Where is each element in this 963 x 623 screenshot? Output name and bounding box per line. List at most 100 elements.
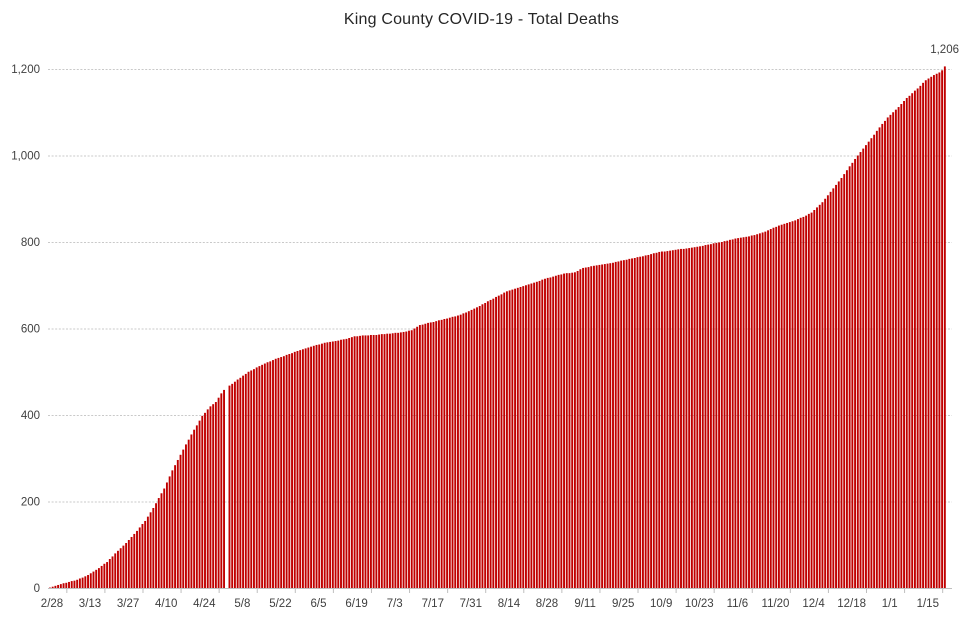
bar: [160, 493, 163, 588]
x-tick-label: 4/10: [155, 598, 177, 610]
bar: [389, 333, 391, 588]
bar: [68, 581, 70, 588]
bar: [753, 235, 756, 588]
bar: [625, 259, 628, 588]
bar: [546, 277, 549, 588]
bar: [563, 273, 565, 588]
bar: [579, 269, 582, 588]
bar: [348, 338, 351, 588]
y-tick-label: 200: [21, 497, 40, 509]
bar: [293, 351, 296, 588]
bar: [731, 239, 734, 588]
bar: [378, 334, 381, 588]
x-tick-label: 6/19: [345, 598, 367, 610]
bar: [261, 364, 264, 588]
bar: [661, 251, 663, 588]
y-tick-label: 600: [21, 324, 40, 336]
bar: [797, 219, 799, 588]
bar: [429, 322, 432, 588]
bar: [704, 245, 707, 588]
bar: [892, 112, 895, 588]
bar: [152, 507, 155, 588]
bar: [155, 503, 157, 588]
bar: [89, 573, 92, 588]
bar: [321, 343, 323, 588]
x-tick-label: 1/1: [882, 598, 898, 610]
bar: [584, 267, 587, 588]
bar: [739, 237, 742, 589]
bar: [424, 323, 427, 588]
bar: [187, 439, 190, 588]
bar: [106, 562, 109, 588]
bar: [805, 215, 808, 588]
x-tick-label: 3/27: [117, 598, 139, 610]
bar: [748, 236, 750, 588]
bar: [783, 223, 786, 588]
bar: [709, 244, 712, 588]
bar: [454, 316, 457, 588]
x-tick-label: 8/14: [498, 598, 521, 610]
bar: [843, 174, 846, 588]
bar: [410, 330, 413, 588]
bar: [897, 107, 900, 588]
bar: [873, 134, 876, 589]
bar: [421, 324, 424, 588]
bar: [663, 251, 666, 588]
x-tick-label: 7/3: [387, 598, 403, 610]
bar: [720, 242, 723, 588]
bar: [919, 85, 922, 589]
bar: [92, 571, 95, 588]
bar: [329, 341, 332, 588]
bar: [296, 350, 299, 588]
bar: [764, 231, 767, 588]
bar: [930, 76, 933, 588]
y-tick-label: 0: [34, 583, 40, 595]
bar: [114, 553, 117, 588]
bar: [674, 249, 677, 589]
bar: [943, 66, 946, 588]
bar: [505, 291, 508, 588]
bar: [282, 356, 285, 588]
x-tick-label: 9/11: [574, 598, 596, 610]
bar: [856, 155, 859, 588]
bar: [133, 533, 136, 588]
x-tick-label: 1/15: [917, 598, 939, 610]
bar: [832, 188, 835, 588]
bar: [614, 261, 617, 588]
bar: [848, 166, 851, 588]
bar: [342, 339, 345, 588]
bar: [767, 230, 769, 588]
x-tick-label: 12/4: [802, 598, 825, 610]
x-tick-label: 9/25: [612, 598, 634, 610]
bar: [62, 583, 65, 588]
bar: [816, 207, 818, 588]
bar: [756, 234, 759, 588]
bar: [525, 285, 527, 588]
bar: [437, 320, 440, 588]
bar: [639, 256, 642, 588]
bar: [198, 420, 201, 588]
bar: [223, 389, 225, 588]
bar: [304, 348, 307, 588]
bar: [269, 361, 272, 588]
x-tick-label: 10/23: [685, 598, 714, 610]
bar: [144, 520, 147, 588]
y-tick-label: 1,000: [11, 151, 40, 163]
bar: [467, 311, 470, 588]
bar: [889, 114, 892, 588]
bar: [875, 130, 878, 588]
bar: [470, 309, 473, 588]
bar: [870, 138, 873, 588]
bar: [334, 341, 337, 588]
bar: [359, 335, 361, 588]
x-tick-label: 5/8: [234, 598, 250, 610]
bar: [840, 177, 843, 589]
bar: [201, 415, 204, 588]
bar: [544, 278, 546, 588]
x-tick-label: 4/24: [193, 598, 216, 610]
bar: [881, 123, 884, 589]
bar: [723, 241, 726, 588]
bar: [299, 350, 302, 589]
bar: [141, 523, 144, 588]
bar: [503, 292, 506, 588]
